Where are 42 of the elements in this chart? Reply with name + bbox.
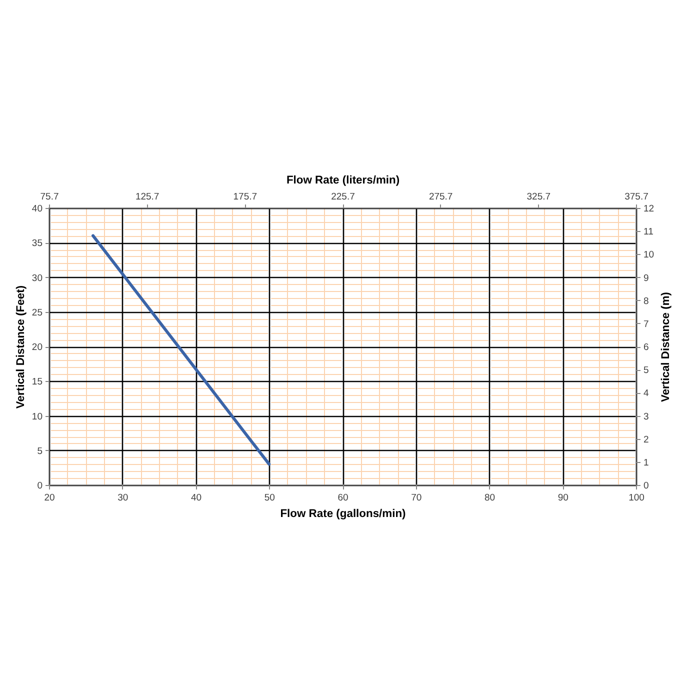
- y-axis-title: Vertical Distance (Feet): [14, 285, 27, 409]
- x-tick-label: 100: [628, 492, 644, 504]
- y2-tick-label: 9: [644, 272, 649, 284]
- x2-tick-label: 275.7: [428, 192, 453, 202]
- y-tick-label: 5: [37, 446, 42, 457]
- x2-tick-label: 75.7: [40, 192, 59, 202]
- x2-tick-label: 375.7: [624, 192, 648, 202]
- y2-tick-label: 3: [644, 411, 649, 422]
- y2-tick-label: 1: [644, 457, 649, 468]
- y2-axis-title: Vertical Distance (m): [660, 292, 672, 402]
- x-tick-label: 60: [338, 492, 348, 504]
- y-tick-label: 25: [32, 307, 42, 318]
- x-axis-title: Flow Rate (gallons/min): [280, 508, 406, 520]
- y2-tick-label: 10: [644, 250, 654, 261]
- y2-tick-label: 6: [644, 342, 649, 353]
- x2-tick-label: 225.7: [331, 192, 355, 202]
- x2-tick-label: 125.7: [135, 192, 160, 202]
- y2-tick-label: 12: [644, 204, 654, 214]
- x2-tick-label: 175.7: [233, 192, 258, 202]
- x2-axis-title: Flow Rate (liters/min): [286, 174, 400, 186]
- y2-tick-label: 11: [644, 226, 654, 238]
- y2-tick-label: 5: [644, 365, 649, 376]
- y2-tick-label: 7: [644, 318, 649, 330]
- y2-tick-label: 4: [644, 388, 649, 400]
- y-tick-label: 20: [32, 342, 42, 353]
- y-tick-label: 0: [37, 480, 42, 492]
- x2-tick-label: 325.7: [526, 192, 551, 202]
- y2-tick-label: 0: [644, 480, 649, 492]
- y2-tick-label: 8: [644, 296, 649, 307]
- y-tick-label: 15: [32, 376, 42, 388]
- x-tick-label: 90: [558, 492, 568, 504]
- x-tick-label: 70: [411, 492, 422, 504]
- x-tick-label: 40: [190, 492, 202, 504]
- y2-tick-label: 2: [644, 434, 649, 446]
- y-tick-label: 30: [32, 272, 42, 284]
- y-tick-label: 35: [32, 238, 42, 250]
- y-tick-label: 40: [32, 204, 42, 214]
- x-tick-label: 30: [118, 492, 128, 504]
- x-tick-label: 50: [264, 492, 275, 504]
- x-tick-label: 80: [484, 492, 496, 504]
- y-tick-label: 10: [32, 411, 42, 422]
- x-tick-label: 20: [44, 492, 55, 504]
